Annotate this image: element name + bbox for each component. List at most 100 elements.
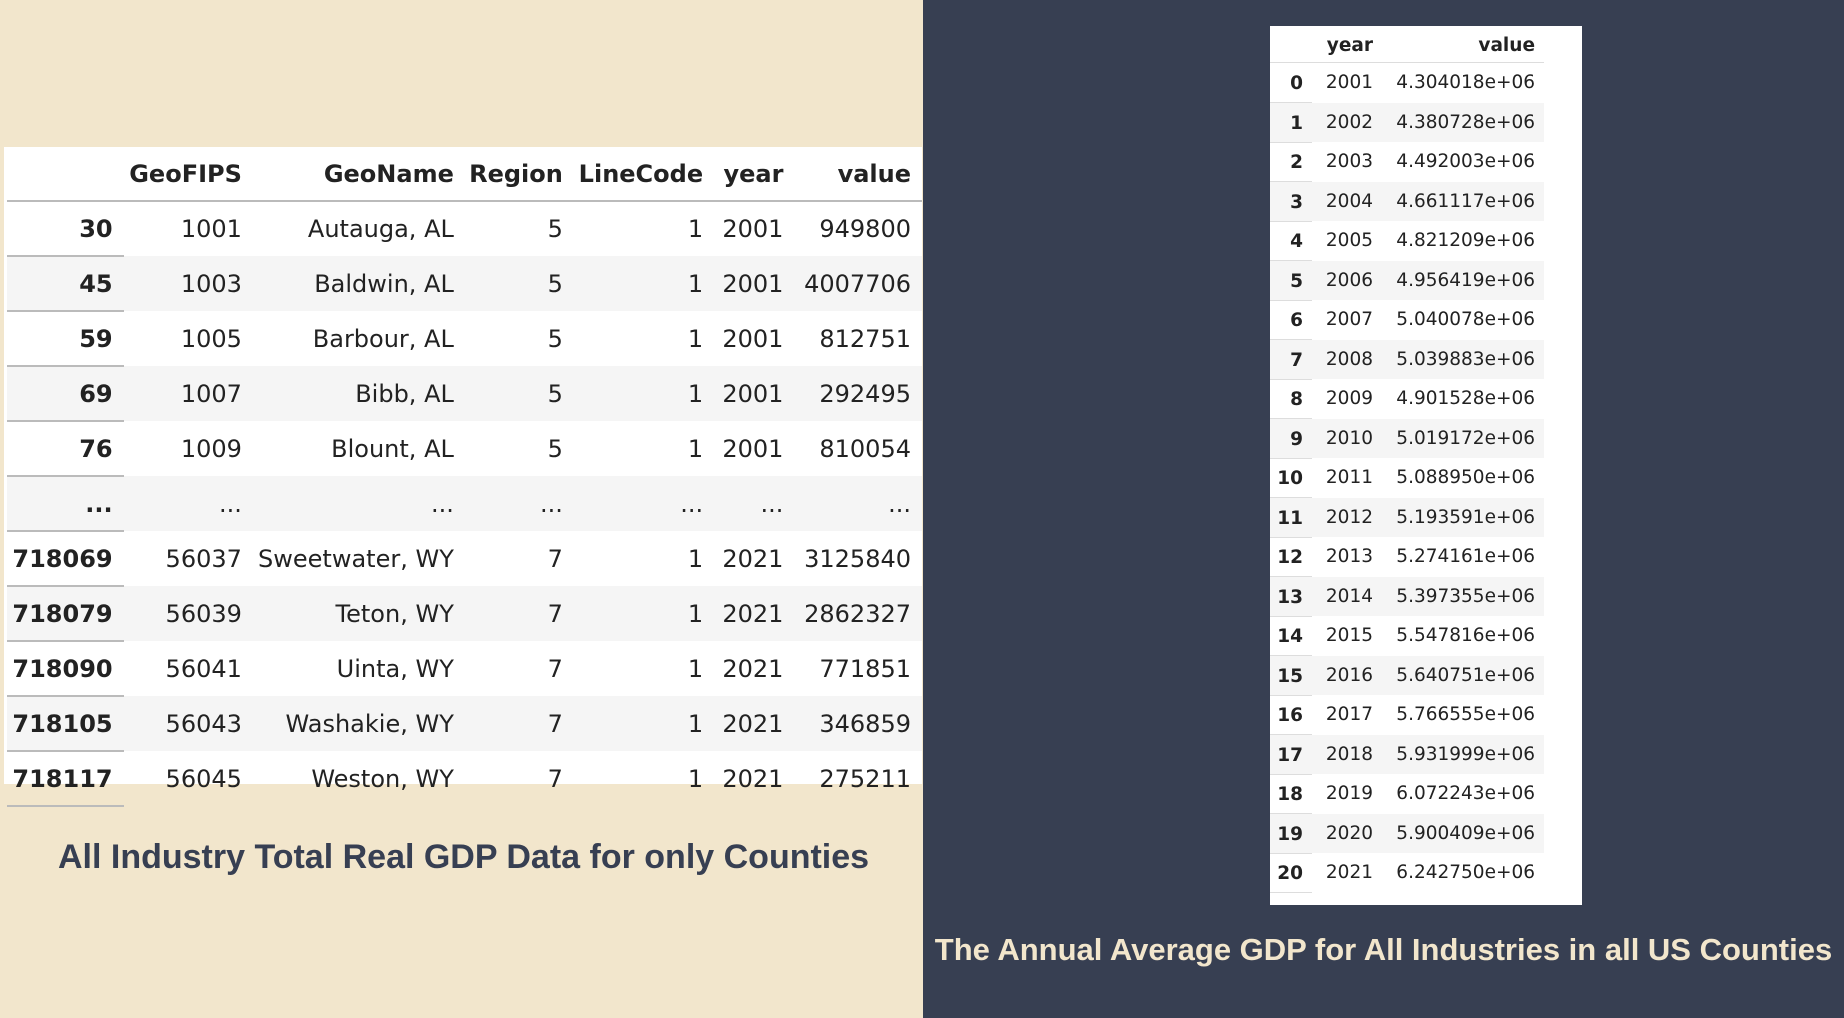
cell: 1 (573, 256, 715, 311)
row: 9 2010 5.019172e+06 (1270, 418, 1544, 459)
cell: 2014 (1312, 576, 1382, 616)
row-index: 13 (1270, 576, 1312, 617)
cell: 5.931999e+06 (1382, 734, 1544, 774)
column-header: year (714, 147, 795, 202)
cell: 6.242750e+06 (1396, 862, 1535, 884)
row-index: 718090 (7, 641, 124, 697)
row-index: 2 (1270, 142, 1312, 182)
row: 69 1007 Bibb, AL 5 1 2001 292495 (7, 366, 922, 422)
row: ..................... (7, 476, 922, 532)
cell: 5.900409e+06 (1382, 813, 1544, 853)
cell: 2018 (1312, 734, 1382, 774)
row-index: 45 (7, 256, 124, 312)
cell: 275211 (819, 764, 911, 793)
row: 7 2008 5.039883e+06 (1270, 339, 1544, 380)
row-index: 6 (1270, 300, 1312, 340)
cell: 949800 (819, 215, 911, 243)
cell: 2005 (1325, 230, 1373, 252)
cell: 812751 (819, 324, 911, 353)
cell: 1005 (180, 324, 242, 353)
row-index: 718069 (7, 531, 124, 587)
row: 718079 56039 Teton, WY 7 1 2021 2862327 (7, 586, 922, 642)
cell: Baldwin, AL (252, 256, 465, 311)
cell: ... (794, 476, 922, 531)
cell: 5.274161e+06 (1396, 546, 1535, 568)
cell: 1009 (180, 434, 242, 463)
row-index: 1 (1270, 102, 1312, 143)
row-index: 15 (1270, 655, 1312, 696)
row: 59 1005 Barbour, AL 5 1 2001 812751 (7, 311, 922, 367)
cell: 2006 (1312, 260, 1382, 300)
cell: 5 (547, 434, 563, 463)
column-header: Region (464, 147, 574, 202)
cell: 7 (464, 586, 574, 641)
cell: ... (573, 476, 715, 531)
row: 12 2013 5.274161e+06 (1270, 537, 1544, 577)
row: 0 2001 4.304018e+06 (1270, 62, 1544, 103)
column-header: year (1312, 26, 1382, 63)
column-header: GeoFIPS (123, 147, 253, 202)
cell: 1 (573, 586, 715, 641)
cell: 4007706 (794, 256, 922, 311)
row: 4 2005 4.821209e+06 (1270, 221, 1544, 261)
caption: All Industry Total Real GDP Data for onl… (58, 838, 870, 876)
cell: 2001 (714, 256, 795, 311)
annual-table: year value 0 2001 4.304018e+06 1 2002 4.380728e… (1270, 26, 1544, 893)
row-index: ... (7, 476, 124, 532)
cell: 5 (547, 324, 563, 353)
column-header: GeoName (252, 147, 465, 202)
cell: 2008 (1312, 339, 1382, 379)
cell: 7 (547, 544, 563, 573)
cell: 292495 (794, 366, 922, 421)
cell: 1007 (123, 366, 253, 421)
cell: 2021 (714, 586, 795, 641)
cell: 1 (687, 324, 704, 353)
cell: 771851 (819, 654, 911, 683)
row-index: 19 (1270, 813, 1312, 854)
cell: 2001 (1325, 72, 1373, 94)
row-index: 11 (1270, 497, 1312, 538)
row: 45 1003 Baldwin, AL 5 1 2001 4007706 (7, 256, 922, 312)
cell: 2007 (1325, 309, 1373, 331)
cell: 346859 (794, 696, 922, 751)
row: 16 2017 5.766555e+06 (1270, 695, 1544, 735)
cell: Bibb, AL (252, 366, 465, 421)
cell: 2016 (1312, 655, 1382, 695)
dataframe-box: GeoFIPS GeoName Region LineCode year value 30 1… (4, 147, 922, 807)
column-header: value (794, 147, 922, 202)
cell: 1 (687, 215, 704, 243)
cell: 4.901528e+06 (1396, 388, 1535, 410)
cell: Weston, WY (311, 764, 454, 793)
corner (7, 147, 124, 202)
row: 20 2021 6.242750e+06 (1270, 853, 1544, 893)
row-index: 4 (1270, 221, 1312, 261)
header-row: GeoFIPS GeoName Region LineCode year value (7, 147, 922, 202)
cell: 1 (687, 764, 704, 793)
cell: ... (123, 476, 253, 531)
row-index: 16 (1270, 695, 1312, 735)
cell: 56043 (123, 696, 253, 751)
cell: 7 (547, 654, 563, 683)
row-index: 718117 (7, 751, 124, 807)
cell: 2017 (1325, 704, 1373, 726)
cell: 3125840 (804, 544, 911, 573)
cell: 2003 (1325, 151, 1373, 173)
cell: 4.492003e+06 (1396, 151, 1535, 173)
cell: Washakie, WY (252, 696, 465, 751)
cell: 5.766555e+06 (1396, 704, 1535, 726)
row-index: 7 (1270, 339, 1312, 380)
row: 718117 56045 Weston, WY 7 1 2021 275211 (7, 751, 922, 807)
cell: 1 (687, 544, 704, 573)
cell: 4.661117e+06 (1382, 181, 1544, 221)
cell: 2020 (1312, 813, 1382, 853)
cell: 7 (547, 764, 563, 793)
row: 5 2006 4.956419e+06 (1270, 260, 1544, 301)
cell: 2002 (1312, 102, 1382, 142)
row-index: 5 (1270, 260, 1312, 301)
cell: 1001 (180, 215, 242, 243)
cell: Barbour, AL (312, 324, 454, 353)
cell: 4.380728e+06 (1382, 102, 1544, 142)
column-header: value (1382, 26, 1544, 63)
row: 2 2003 4.492003e+06 (1270, 142, 1544, 182)
caption: The Annual Average GDP for All Industrie… (934, 932, 1833, 967)
